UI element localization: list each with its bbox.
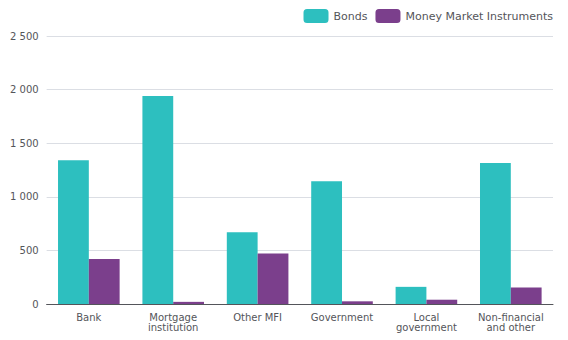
svg-text:Non-financial: Non-financial — [477, 311, 544, 323]
svg-text:0: 0 — [32, 299, 38, 310]
svg-text:2 000: 2 000 — [10, 84, 39, 95]
svg-text:Bonds: Bonds — [334, 10, 368, 23]
svg-text:Mortgage: Mortgage — [149, 311, 198, 323]
svg-text:Other MFI: Other MFI — [233, 312, 282, 323]
svg-text:2 500: 2 500 — [10, 31, 39, 42]
svg-text:Government: Government — [311, 312, 373, 323]
svg-text:Bank: Bank — [76, 312, 101, 323]
svg-text:Money Market Instruments: Money Market Instruments — [405, 10, 553, 23]
svg-text:1 000: 1 000 — [10, 191, 39, 202]
svg-text:government: government — [396, 322, 457, 333]
svg-text:1 500: 1 500 — [10, 138, 39, 149]
svg-text:and other: and other — [486, 322, 536, 333]
svg-text:institution: institution — [148, 322, 198, 333]
svg-text:500: 500 — [20, 245, 39, 256]
svg-text:Local: Local — [413, 311, 440, 323]
